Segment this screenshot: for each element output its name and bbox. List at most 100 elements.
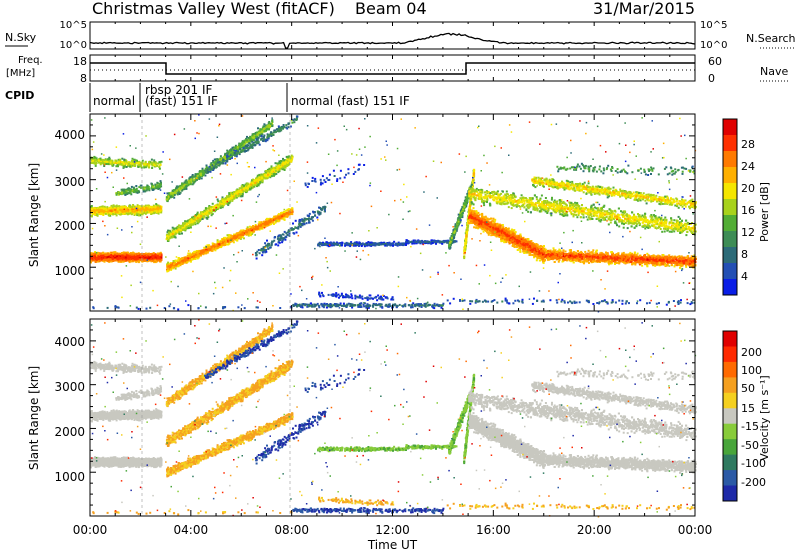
power-cell: [132, 257, 134, 259]
freq-tick-top: 18: [73, 55, 87, 68]
power-cell: [122, 211, 124, 213]
power-cell: [106, 254, 108, 256]
power-cell: [131, 163, 133, 165]
power-cell: [108, 258, 110, 260]
power-cell: [105, 213, 107, 215]
power-cell: [156, 165, 158, 167]
power-cell: [95, 165, 97, 167]
power-cell: [120, 260, 122, 262]
power-cell: [142, 257, 144, 259]
power-cell: [128, 163, 130, 165]
power-cell: [130, 189, 132, 191]
power-cell: [194, 258, 196, 260]
power-cell: [102, 162, 104, 164]
power-cell: [94, 162, 96, 164]
power-cell: [125, 160, 127, 162]
power-cell: [109, 207, 111, 209]
power-cell: [94, 214, 96, 216]
power-cell: [151, 211, 153, 213]
power-cell: [138, 211, 140, 213]
power-cell: [132, 158, 134, 160]
power-cell: [144, 188, 146, 190]
power-cell: [157, 209, 159, 211]
power-cell: [152, 189, 154, 191]
noise-tick-bottom-left: 10^0: [60, 40, 87, 51]
power-cell: [114, 255, 116, 257]
power-cell: [137, 166, 139, 168]
noise-tick-top-right: 10^5: [700, 20, 727, 31]
power-cell: [142, 213, 144, 215]
power-cell: [146, 211, 148, 213]
power-cell: [145, 207, 147, 209]
freq-trace: [90, 63, 695, 74]
power-cell: [122, 257, 124, 259]
power-cell: [137, 253, 139, 255]
power-cell: [144, 255, 146, 257]
power-cell: [155, 203, 157, 205]
power-cell: [121, 189, 123, 191]
power-cell: [107, 210, 109, 212]
power-cell: [134, 159, 136, 161]
power-cell: [157, 257, 159, 259]
power-cell: [129, 255, 131, 257]
power-cell: [217, 241, 219, 243]
nave-tick-bottom: 0: [708, 72, 715, 85]
power-cell: [150, 208, 152, 210]
power-cell: [158, 166, 160, 168]
power-cell: [117, 164, 119, 166]
power-cell: [148, 186, 150, 188]
power-cell: [119, 253, 121, 255]
power-cell: [117, 211, 119, 213]
power-cell: [132, 260, 134, 262]
power-cell: [159, 253, 161, 255]
power-cell: [105, 163, 107, 165]
freq-label: Freq.: [18, 55, 43, 66]
power-cell: [139, 164, 141, 166]
power-cell: [125, 259, 127, 261]
power-cell: [129, 206, 131, 208]
power-cell: [107, 254, 109, 256]
power-cell: [247, 226, 249, 228]
power-cell: [103, 210, 105, 212]
power-cell: [154, 212, 156, 214]
power-cell: [147, 257, 149, 259]
power-cell: [110, 255, 112, 257]
power-cell: [120, 209, 122, 211]
power-cell: [143, 191, 145, 193]
power-cell: [108, 163, 110, 165]
power-cell: [288, 208, 290, 210]
power-cell: [155, 163, 157, 165]
power-cell: [113, 162, 115, 164]
power-cell: [138, 191, 140, 193]
power-cell: [128, 258, 130, 260]
power-cell: [131, 206, 133, 208]
power-cell: [143, 167, 145, 169]
power-cell: [103, 259, 105, 261]
power-cell: [159, 258, 161, 260]
power-cell: [131, 186, 133, 188]
power-cell: [138, 261, 140, 263]
power-cell: [141, 255, 143, 257]
cpid-segment-fast: (fast) 151 IF: [145, 94, 218, 108]
power-cell: [105, 209, 107, 211]
noise-panel-frame: [90, 22, 695, 49]
power-cell: [121, 193, 123, 195]
power-cell: [138, 206, 140, 208]
power-cell: [285, 210, 287, 212]
power-cell: [131, 160, 133, 162]
power-cell: [92, 160, 94, 162]
power-cell: [112, 257, 114, 259]
power-cell: [110, 210, 112, 212]
cpid-label: CPID: [5, 89, 34, 102]
power-cell: [138, 255, 140, 257]
power-cell: [126, 193, 128, 195]
nsky-label: N.Sky: [5, 31, 37, 44]
power-cell: [146, 187, 148, 189]
power-cell: [160, 164, 162, 166]
power-cell: [117, 207, 119, 209]
power-cell: [116, 214, 118, 216]
power-cell: [158, 186, 160, 188]
power-cell: [241, 234, 243, 236]
power-cell: [161, 161, 163, 163]
power-cell: [126, 166, 128, 168]
